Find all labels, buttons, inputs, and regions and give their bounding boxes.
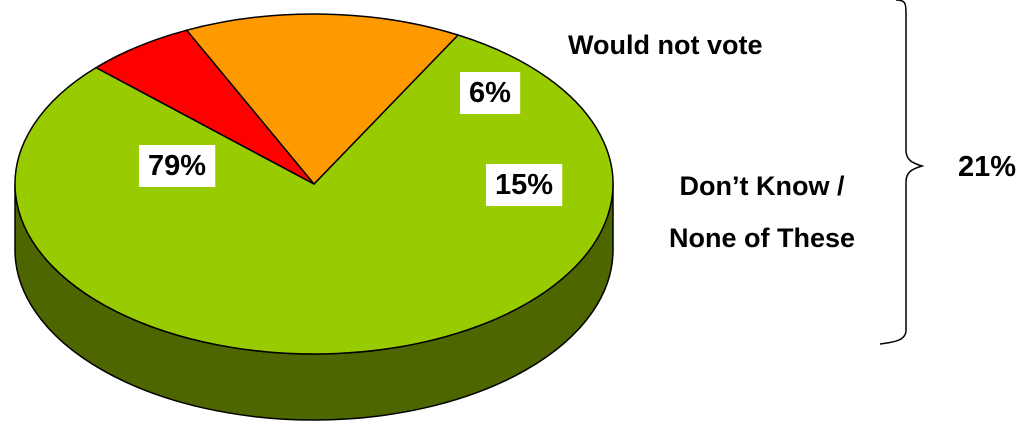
pie-slices xyxy=(14,13,614,355)
slice-label-vote: 79% xyxy=(138,145,216,187)
slice-value-dontknow: 15% xyxy=(495,169,553,201)
slice-label-wouldnot: 6% xyxy=(460,72,521,114)
slice-label-box-dontknow xyxy=(485,164,563,206)
slice-label-box-vote xyxy=(138,145,216,187)
group-brace xyxy=(879,0,925,345)
slice-value-vote: 79% xyxy=(148,150,206,182)
pie-labels: 79% 6% 15% xyxy=(138,72,563,206)
slice-name-dont-know-line-1: Don’t Know / xyxy=(680,171,845,201)
slice-label-box-wouldnot xyxy=(460,72,521,114)
slice-vote xyxy=(14,34,614,355)
slice-dontknow xyxy=(185,13,459,185)
slice-label-dontknow: 15% xyxy=(485,164,563,206)
slice-name-would-not-vote: Would not vote xyxy=(568,30,762,60)
group-total-label: 21% xyxy=(958,151,1016,183)
slice-value-wouldnot: 6% xyxy=(469,77,511,109)
slice-name-dont-know-line-2: None of These xyxy=(669,223,855,253)
